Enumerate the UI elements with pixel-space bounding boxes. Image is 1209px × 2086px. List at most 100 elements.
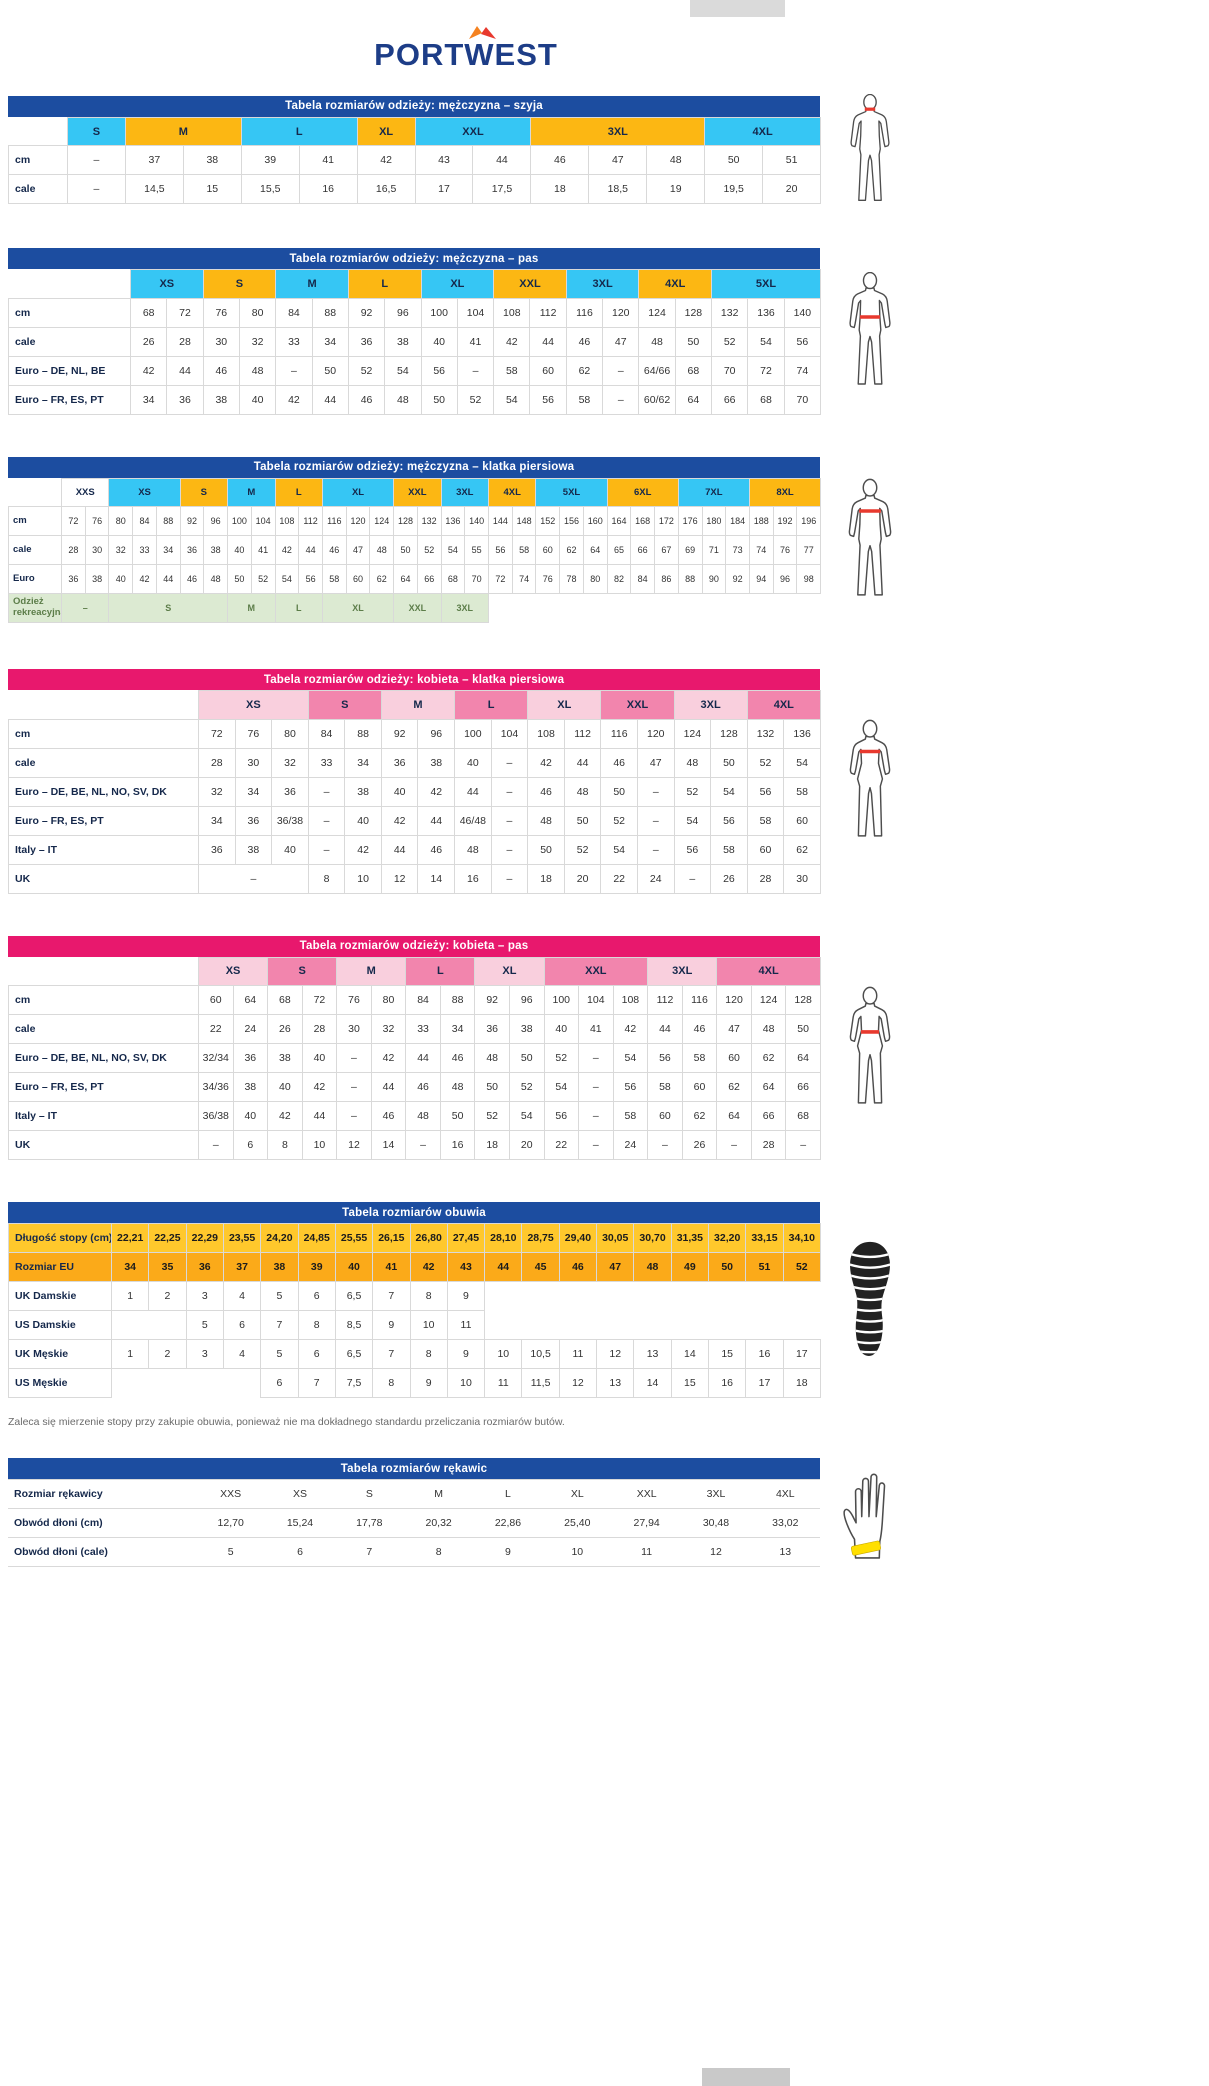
table-cell: 7 (260, 1310, 299, 1340)
table-cell: 56 (298, 564, 323, 594)
corner-cell (8, 957, 199, 986)
table-cell: 58 (647, 1072, 683, 1102)
table-cell: 46 (600, 747, 638, 778)
table-cell: 44 (529, 326, 567, 357)
table-cell: 40 (227, 535, 252, 565)
size-cell: 4XL (704, 116, 822, 147)
row-label: Euro – FR, ES, PT (8, 1072, 199, 1102)
figure-men-waist (820, 272, 920, 390)
row-label: US Męskie (8, 1368, 112, 1398)
table-wrap: Tabela rozmiarów odzieży: kobieta – klat… (8, 669, 821, 894)
table-cell: 42 (409, 1252, 448, 1282)
table-cell: 3 (185, 1281, 224, 1311)
table-cell: 68 (747, 384, 785, 415)
table-cell: 176 (677, 506, 703, 536)
table-cell: XXS (196, 1479, 266, 1509)
table-cell: 14 (417, 863, 456, 894)
table-cell: 38 (203, 535, 229, 565)
table-cell: 52 (508, 1072, 545, 1102)
table-cell: 51 (745, 1252, 784, 1282)
table-cell: 90 (701, 564, 727, 594)
table-cell: 44 (370, 1072, 407, 1102)
table-cell: 54 (783, 747, 821, 778)
table-cell: 60 (529, 355, 567, 386)
table-cell: 128 (710, 718, 748, 749)
table-cell: 54 (612, 1043, 649, 1073)
size-cell: 4XL (638, 269, 713, 299)
table-cell: 58 (511, 535, 537, 565)
table-cell: 164 (606, 506, 632, 536)
table-cell: 84 (132, 506, 157, 536)
table-cell: 60 (716, 1043, 752, 1073)
table-cell: – (716, 1130, 752, 1160)
corner-cell (8, 269, 131, 298)
table-cell: 80 (582, 564, 608, 594)
size-cell: XS (108, 477, 181, 507)
table-row: Euro – DE, NL, BE 42 44 46 48–50 52 54 56–58 60 6… (8, 355, 822, 386)
table-cell: 60 (681, 1072, 718, 1102)
size-cell: 3XL (530, 116, 706, 147)
table-cell: 58 (783, 776, 821, 807)
table-cell: 31,35 (670, 1223, 710, 1253)
table-cell: 74 (511, 564, 537, 594)
table-cell: 50 (704, 145, 764, 176)
table-cell: 24,85 (297, 1223, 336, 1253)
female-figure-chest-icon (849, 719, 891, 837)
table-cell: 10 (344, 863, 382, 894)
table-cell: 188 (748, 506, 774, 536)
size-cell: L (347, 269, 422, 299)
table-cell: 40 (334, 1252, 374, 1282)
table-cell: 44 (166, 355, 204, 386)
table-cell: 60 (746, 834, 785, 865)
table-cell (112, 1311, 187, 1340)
table-cell (485, 1311, 821, 1340)
table-cell: 40 (108, 564, 134, 594)
table-cell: 28 (61, 535, 86, 565)
row-label: US Damskie (8, 1310, 112, 1340)
table-cell: 13 (633, 1339, 672, 1369)
table-cell: 41 (578, 1014, 614, 1044)
table-cell: 42 (380, 805, 419, 836)
table-cell: 84 (275, 297, 313, 328)
table-cell: 54 (493, 384, 531, 415)
table-cell: 9 (372, 1310, 411, 1340)
table-cell: 39 (297, 1252, 336, 1282)
table-cell: 46 (527, 776, 565, 807)
table-cell: 148 (511, 506, 537, 536)
table-cell: 132 (746, 718, 785, 749)
table-cell: 60/62 (638, 384, 676, 415)
table-cell: 54 (508, 1101, 545, 1131)
table-row: Obwód dłoni (cm) 12,70 15,24 17,78 20,32 22,8… (8, 1508, 820, 1538)
table-cell: 54 (673, 805, 712, 836)
table-wrap: Tabela rozmiarów odzieży: mężczyzna – kl… (8, 456, 822, 623)
table-cell: 72 (166, 297, 204, 328)
table-cell: 38 (267, 1043, 303, 1073)
row-label: cm (8, 145, 68, 176)
table-cell: 136 (747, 297, 785, 328)
table-cell: 58 (321, 564, 347, 594)
table-cell: 16 (745, 1339, 784, 1369)
table-cell: 33 (405, 1014, 441, 1044)
table-cell: 30,48 (681, 1508, 751, 1538)
table-cell: 38 (202, 384, 240, 415)
table-cell: 6 (297, 1281, 336, 1311)
portwest-bird-icon (468, 25, 496, 39)
table-cell: 144 (488, 506, 513, 536)
size-cell: L (274, 477, 323, 507)
table-cell: – (275, 355, 313, 386)
size-cell: XXS (60, 477, 110, 507)
table-cell: – (602, 355, 640, 386)
table-cell: 46 (681, 1014, 718, 1044)
table-cell: 40 (271, 834, 309, 865)
table-cell: 5 (260, 1339, 299, 1369)
table-cell: 33 (132, 535, 157, 565)
table-cell: 44 (647, 1014, 683, 1044)
table-cell: 18 (474, 1130, 510, 1160)
table-cell: 32/34 (198, 1043, 234, 1073)
table-row: cale 26 28 30 32 33 34 36 38 40 41 42 44 46 47 48 50 52 54… (8, 326, 822, 357)
table-cell: 36 (474, 1014, 510, 1044)
size-cell: XXL (414, 116, 532, 147)
table-cell: 100 (227, 506, 252, 536)
table-cell: 80 (370, 985, 407, 1015)
table-cell: 15 (707, 1339, 747, 1369)
